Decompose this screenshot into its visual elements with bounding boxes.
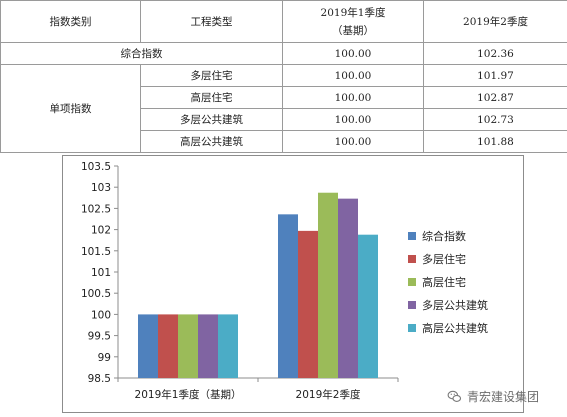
y-tick-label: 100 [91, 309, 111, 321]
legend-label: 高层公共建筑 [422, 321, 488, 335]
bar [198, 314, 218, 378]
bar [318, 192, 338, 378]
wechat-icon [447, 390, 462, 402]
composite-category: 综合指数 [0, 42, 283, 65]
bar [138, 314, 158, 378]
y-tick-label: 98.5 [88, 373, 111, 385]
row-q2: 102.87 [423, 86, 567, 109]
table-row: 单项指数 多层住宅 100.00 101.97 [0, 64, 567, 153]
table-header-row: 指数类别 工程类型 2019年1季度 （基期） 2019年2季度 [0, 0, 567, 43]
x-tick-label: 2019年2季度 [296, 388, 361, 401]
row-q1: 100.00 [282, 130, 424, 153]
y-tick-label: 102.5 [81, 203, 111, 215]
row-type: 高层公共建筑 [140, 130, 283, 153]
bar [178, 314, 198, 378]
legend-label: 多层住宅 [422, 252, 466, 266]
row-q1: 100.00 [282, 86, 424, 109]
y-tick-label: 101.5 [81, 246, 111, 258]
row-type: 高层住宅 [140, 86, 283, 109]
legend-swatch [408, 301, 416, 309]
row-q2: 102.73 [423, 108, 567, 131]
row-q2: 101.97 [423, 64, 567, 87]
header-q1: 2019年1季度 （基期） [282, 0, 424, 43]
y-tick-label: 100.5 [81, 288, 111, 300]
legend-swatch [408, 255, 416, 263]
watermark: 青宏建设集团 [447, 388, 539, 405]
composite-q2: 102.36 [423, 42, 567, 65]
legend-label: 综合指数 [422, 229, 466, 243]
chart-svg: 98.5 99 99.5 100 100.5 101 101.5 102 102.5 103 103… [81, 161, 488, 401]
watermark-text: 青宏建设集团 [467, 390, 540, 404]
legend-label: 高层住宅 [422, 275, 466, 289]
row-q1: 100.00 [282, 64, 424, 87]
legend-label: 多层公共建筑 [422, 298, 488, 312]
bar [158, 314, 178, 378]
table-row: 多层公共建筑 100.00 102.73 [1, 108, 567, 131]
composite-q1: 100.00 [282, 42, 424, 65]
bar-chart: 98.5 99 99.5 100 100.5 101 101.5 102 102.5 103 103… [62, 155, 524, 413]
single-category: 单项指数 [0, 64, 141, 153]
bar [218, 314, 238, 378]
row-type: 多层公共建筑 [140, 108, 283, 131]
table-row: 综合指数 100.00 102.36 [0, 42, 567, 65]
row-q2: 101.88 [423, 130, 567, 153]
row-type: 多层住宅 [140, 64, 283, 87]
y-tick-label: 102 [91, 225, 111, 237]
y-tick-label: 103 [91, 182, 111, 194]
row-q1: 100.00 [282, 108, 424, 131]
x-tick-label: 2019年1季度（基期） [135, 388, 242, 401]
y-tick-label: 103.5 [81, 161, 111, 173]
header-q2: 2019年2季度 [423, 0, 567, 43]
legend-swatch [408, 324, 416, 332]
bar [278, 214, 298, 378]
legend-swatch [408, 278, 416, 286]
header-category: 指数类别 [0, 0, 141, 43]
bar [298, 230, 318, 378]
legend-swatch [408, 232, 416, 240]
y-tick-label: 99 [98, 352, 111, 364]
table-row: 高层公共建筑 100.00 101.88 [1, 130, 567, 153]
header-type: 工程类型 [140, 0, 283, 43]
index-table: 指数类别 工程类型 2019年1季度 （基期） 2019年2季度 综合指数 10… [0, 0, 567, 153]
bar [358, 234, 378, 378]
bar [338, 198, 358, 378]
y-tick-label: 101 [91, 267, 111, 279]
y-tick-label: 99.5 [88, 331, 111, 343]
